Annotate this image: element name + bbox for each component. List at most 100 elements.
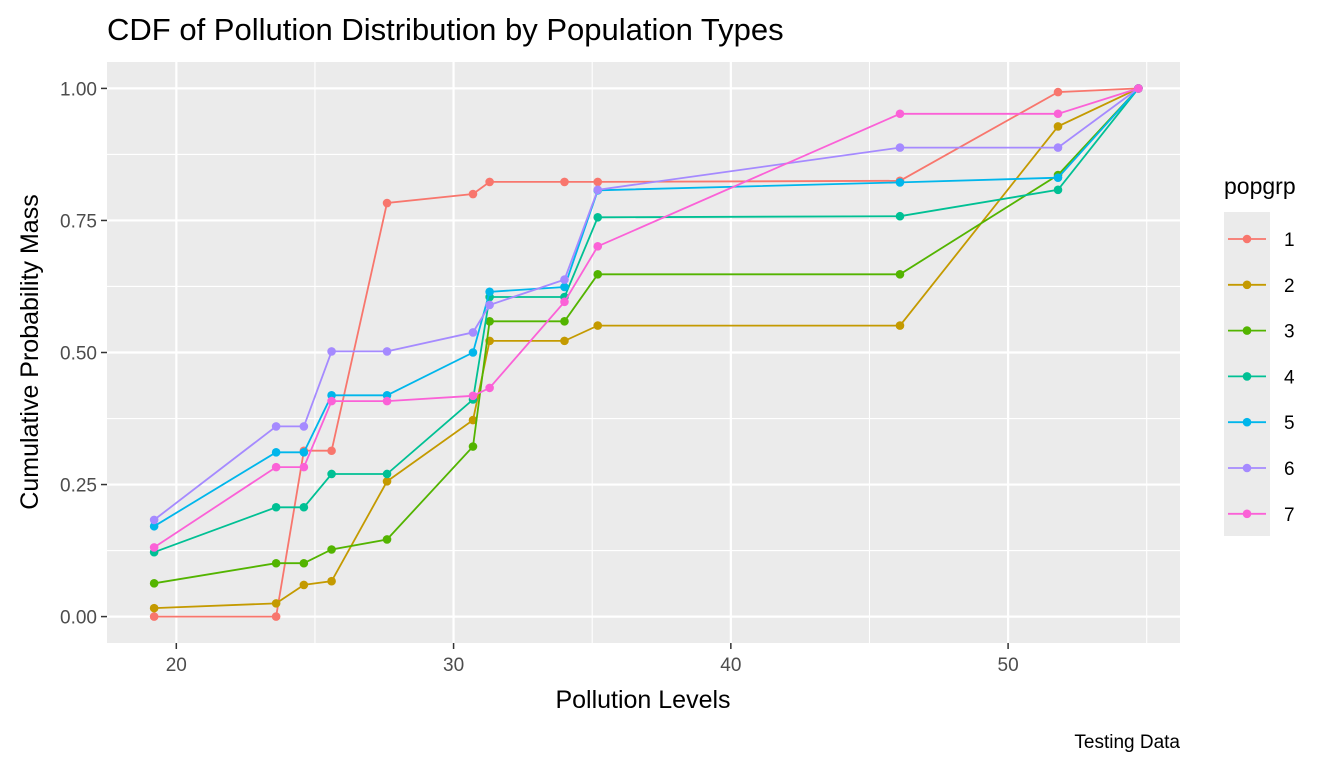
data-point (485, 287, 494, 297)
data-point (327, 545, 336, 554)
data-point (593, 212, 603, 222)
legend-key-point (1242, 372, 1252, 381)
legend-label: 5 (1284, 413, 1295, 434)
legend-label: 6 (1284, 459, 1295, 480)
data-point (593, 242, 603, 251)
data-point (149, 515, 159, 525)
data-point (1053, 143, 1063, 152)
data-point (299, 580, 309, 590)
y-tick-label: 1.00 (60, 79, 97, 100)
data-point (560, 275, 569, 284)
legend-title: popgrp (1224, 173, 1296, 199)
data-point (271, 612, 281, 621)
data-point (382, 396, 392, 406)
data-point (593, 177, 603, 187)
data-point (485, 317, 494, 326)
legend-key-point (1242, 509, 1252, 519)
data-point (382, 198, 392, 208)
legend-item-6: 6 (1228, 459, 1295, 480)
data-point (299, 422, 309, 431)
series-3 (149, 84, 1143, 588)
series-line-5 (153, 87, 1140, 528)
series-line-7 (153, 87, 1139, 549)
data-point (485, 300, 494, 310)
y-axis: 0.00 0.25 0.50 0.75 1.00 (60, 79, 107, 629)
data-point (271, 448, 281, 457)
legend-key-point (1242, 326, 1252, 335)
legend-key-point (1242, 417, 1252, 427)
data-point (299, 558, 309, 568)
data-point (560, 297, 569, 307)
data-point (593, 321, 603, 330)
legend-label: 1 (1284, 230, 1295, 251)
data-point (149, 612, 159, 621)
data-point (895, 178, 905, 187)
series-7 (149, 84, 1143, 552)
data-point (560, 282, 569, 292)
data-point (895, 143, 905, 152)
data-point (149, 579, 159, 588)
data-point (382, 535, 392, 544)
legend-item-3: 3 (1228, 322, 1295, 343)
data-point (1053, 185, 1063, 195)
legend-key-point (1242, 280, 1252, 290)
data-point (485, 177, 494, 187)
data-point (382, 477, 392, 486)
data-point (593, 185, 603, 195)
data-point (560, 336, 569, 346)
data-point (271, 422, 281, 431)
legend-label: 3 (1284, 322, 1295, 343)
x-axis-title: Pollution Levels (555, 686, 730, 714)
data-point (468, 189, 478, 199)
data-point (327, 347, 336, 356)
x-tick-label: 50 (998, 655, 1019, 676)
data-point (468, 348, 478, 357)
legend-label: 2 (1284, 276, 1295, 297)
legend-item-4: 4 (1228, 367, 1295, 388)
data-point (468, 391, 478, 401)
data-point (895, 270, 905, 279)
data-point (327, 576, 336, 586)
legend-item-1: 1 (1228, 230, 1295, 251)
y-tick-label: 0.00 (60, 608, 97, 629)
data-point (468, 442, 478, 451)
data-point (271, 502, 281, 512)
data-point (299, 462, 309, 472)
data-point (271, 462, 281, 472)
data-point (299, 448, 309, 457)
data-point (1053, 173, 1063, 182)
data-point (468, 415, 478, 425)
legend-key-point (1242, 463, 1252, 473)
data-point (327, 469, 336, 479)
legend-item-2: 2 (1228, 276, 1295, 297)
y-tick-label: 0.25 (60, 476, 97, 497)
data-point (149, 521, 159, 531)
data-point (1053, 122, 1063, 131)
data-point (327, 446, 336, 456)
data-point (149, 543, 159, 552)
legend-label: 4 (1284, 367, 1295, 388)
legend-item-7: 7 (1228, 505, 1295, 526)
legend-item-5: 5 (1228, 413, 1295, 434)
data-point (895, 211, 905, 221)
data-point (1134, 84, 1143, 93)
series-line-1 (154, 87, 1139, 618)
major-gridlines (107, 62, 1180, 643)
series-6 (149, 84, 1143, 525)
data-point (1053, 87, 1063, 97)
data-point (299, 502, 309, 512)
legend-label: 7 (1284, 505, 1295, 526)
data-point (149, 603, 159, 613)
data-point (271, 558, 281, 568)
x-tick-label: 30 (443, 655, 464, 676)
data-point (560, 177, 569, 187)
data-point (271, 599, 281, 608)
series-line-6 (153, 87, 1139, 521)
series-line-4 (153, 87, 1140, 554)
data-point (327, 396, 336, 406)
data-point (382, 469, 392, 479)
legend: popgrp 1 2 3 4 5 6 7 (1224, 173, 1296, 536)
data-point (593, 270, 603, 279)
x-tick-label: 40 (720, 655, 741, 676)
